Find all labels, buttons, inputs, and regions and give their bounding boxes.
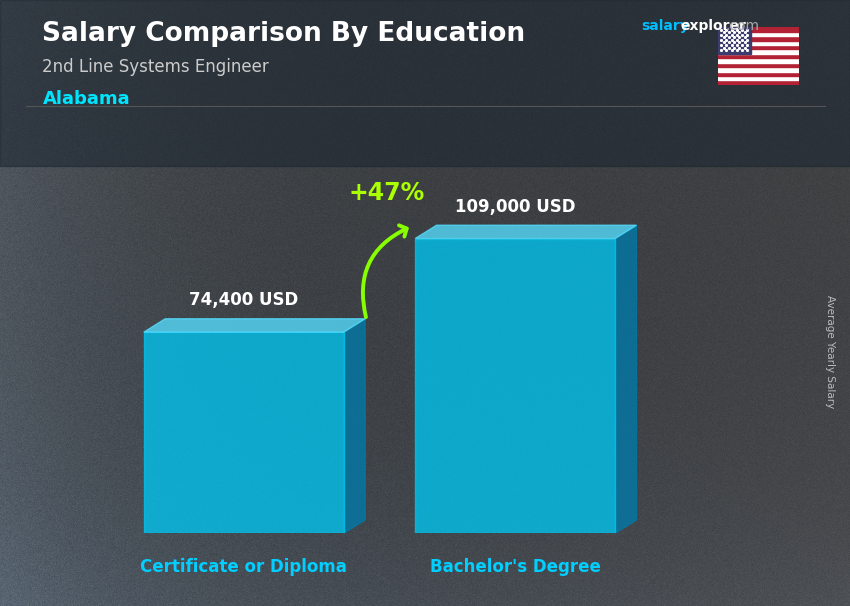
Bar: [0, 0, 850, 166]
Bar: [718, 58, 799, 62]
Text: +47%: +47%: [348, 181, 425, 205]
Bar: [718, 36, 799, 41]
Bar: [718, 76, 799, 81]
Text: 74,400 USD: 74,400 USD: [190, 291, 298, 309]
Polygon shape: [144, 319, 366, 332]
Bar: [718, 81, 799, 85]
Text: .com: .com: [725, 19, 759, 33]
Bar: [718, 72, 799, 76]
Bar: [718, 54, 799, 58]
Bar: [718, 27, 799, 32]
Text: Bachelor's Degree: Bachelor's Degree: [429, 558, 601, 576]
Bar: [718, 62, 799, 67]
Polygon shape: [415, 225, 637, 239]
Bar: [718, 45, 799, 50]
Bar: [415, 239, 615, 533]
Bar: [718, 27, 751, 54]
Text: Salary Comparison By Education: Salary Comparison By Education: [42, 21, 525, 47]
Bar: [718, 67, 799, 72]
Text: Certificate or Diploma: Certificate or Diploma: [140, 558, 347, 576]
Polygon shape: [615, 225, 637, 533]
Text: explorer: explorer: [680, 19, 746, 33]
Bar: [144, 332, 343, 533]
Text: 109,000 USD: 109,000 USD: [455, 198, 575, 216]
Bar: [718, 50, 799, 54]
Text: 2nd Line Systems Engineer: 2nd Line Systems Engineer: [42, 58, 269, 76]
Polygon shape: [343, 319, 366, 533]
Text: salary: salary: [642, 19, 689, 33]
Text: Average Yearly Salary: Average Yearly Salary: [824, 295, 835, 408]
Bar: [718, 41, 799, 45]
Text: Alabama: Alabama: [42, 90, 130, 108]
Bar: [718, 32, 799, 36]
